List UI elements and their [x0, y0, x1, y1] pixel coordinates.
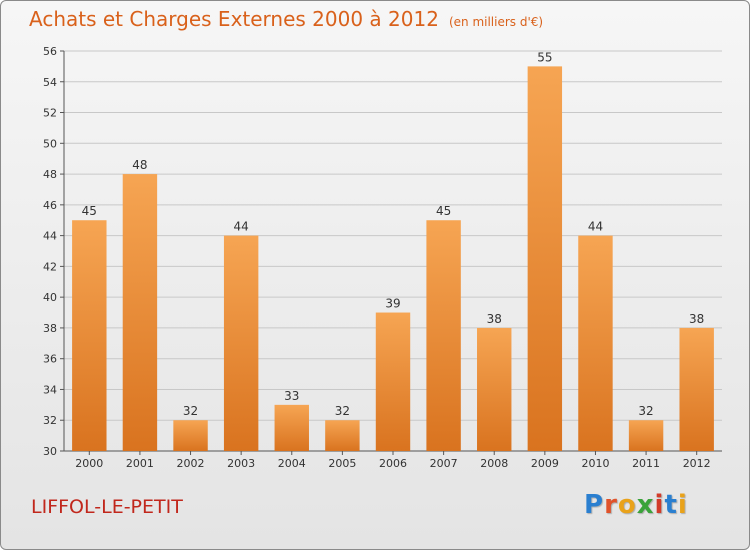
- bars: [72, 66, 714, 452]
- x-tick-label: 2012: [683, 457, 711, 470]
- logo-letter: i: [654, 490, 665, 520]
- y-tick-label: 54: [43, 76, 57, 89]
- logo-letter: x: [636, 490, 655, 520]
- chart-subtitle: (en milliers d'€): [448, 15, 544, 29]
- y-tick-label: 46: [43, 199, 57, 212]
- data-label: 39: [385, 297, 400, 311]
- y-tick-label: 38: [43, 322, 57, 335]
- bar: [527, 66, 563, 451]
- logo-letter: r: [604, 490, 618, 520]
- y-tick-label: 44: [43, 230, 57, 243]
- chart-title: Achats et Charges Externes 2000 à 2012 (e…: [29, 7, 543, 31]
- data-label: 55: [537, 50, 552, 64]
- x-tick-label: 2009: [531, 457, 559, 470]
- chart-title-text: Achats et Charges Externes 2000 à 2012: [29, 7, 439, 31]
- logo-letter: i: [677, 490, 688, 520]
- x-tick-label: 2001: [126, 457, 154, 470]
- y-tick-label: 42: [43, 260, 57, 273]
- data-label: 38: [487, 312, 502, 326]
- x-tick-label: 2008: [480, 457, 508, 470]
- bar: [375, 312, 411, 451]
- y-tick-label: 34: [43, 383, 57, 396]
- bar: [477, 327, 512, 451]
- x-tick-label: 2005: [328, 457, 356, 470]
- location-name: LIFFOL-LE-PETIT: [31, 496, 183, 518]
- data-label: 33: [284, 389, 299, 403]
- x-tick-label: 2002: [177, 457, 205, 470]
- y-tick-label: 36: [43, 353, 57, 366]
- bar: [223, 235, 259, 451]
- proxiti-logo: Proxiti: [584, 490, 688, 520]
- data-label: 32: [335, 404, 350, 418]
- logo-letter: P: [584, 490, 605, 520]
- x-tick-label: 2010: [581, 457, 609, 470]
- y-tick-label: 48: [43, 168, 57, 181]
- bar: [325, 420, 360, 451]
- bar: [122, 174, 158, 452]
- data-label: 45: [82, 204, 97, 218]
- data-label: 32: [183, 404, 198, 418]
- y-tick-label: 30: [43, 445, 57, 458]
- x-tick-label: 2011: [632, 457, 660, 470]
- logo-letter: t: [664, 490, 678, 520]
- y-tick-label: 50: [43, 137, 57, 150]
- data-label: 45: [436, 204, 451, 218]
- data-label: 44: [234, 220, 249, 234]
- y-tick-label: 32: [43, 414, 57, 427]
- data-label: 38: [689, 312, 704, 326]
- x-tick-label: 2006: [379, 457, 407, 470]
- x-tick-label: 2003: [227, 457, 255, 470]
- bar: [426, 220, 461, 451]
- x-tick-label: 2004: [278, 457, 306, 470]
- y-tick-label: 52: [43, 107, 57, 120]
- y-tick-label: 40: [43, 291, 57, 304]
- bar: [628, 420, 664, 451]
- y-tick-label: 56: [43, 45, 57, 58]
- bar: [679, 327, 714, 451]
- bar: [173, 420, 208, 451]
- logo-letter: o: [617, 490, 637, 520]
- labels: 30 32 34 36 38 40 42 44 46 48 50 52 54 56 45 2000 48 2001…: [43, 45, 711, 470]
- x-tick-label: 2000: [75, 457, 103, 470]
- bar: [578, 235, 613, 451]
- bar: [72, 220, 107, 451]
- bar: [274, 404, 309, 451]
- data-label: 48: [132, 158, 147, 172]
- data-label: 44: [588, 220, 603, 234]
- data-label: 32: [638, 404, 653, 418]
- x-tick-label: 2007: [430, 457, 458, 470]
